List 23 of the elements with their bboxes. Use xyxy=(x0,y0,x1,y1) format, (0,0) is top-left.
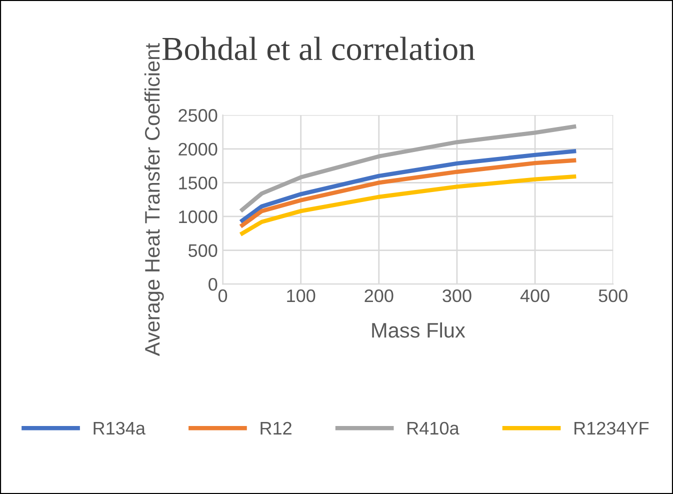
x-tick-label: 400 xyxy=(520,289,550,302)
y-tick-label: 2000 xyxy=(178,142,218,156)
legend-label: R1234YF xyxy=(574,422,649,435)
y-axis-title: Average Heat Transfer Coefficient xyxy=(144,43,164,356)
y-tick-label: 2500 xyxy=(178,109,218,122)
x-tick-label: 500 xyxy=(598,289,628,302)
y-tick-label: 500 xyxy=(188,244,218,257)
y-tick-label: 0 xyxy=(208,278,218,291)
chart-title: Bohdal et al correlation xyxy=(162,36,475,60)
y-tick-label: 1500 xyxy=(179,176,218,190)
y-tick-label: 1000 xyxy=(179,210,218,224)
x-tick-label: 300 xyxy=(442,289,472,302)
x-tick-label: 100 xyxy=(287,289,316,302)
legend-label: R410a xyxy=(408,422,460,435)
line-series xyxy=(240,158,576,228)
x-tick-label: 200 xyxy=(364,289,394,302)
line-series xyxy=(240,174,576,236)
x-axis-title: Mass Flux xyxy=(372,322,466,338)
line-series xyxy=(240,124,576,212)
legend-label: R12 xyxy=(260,422,292,434)
line-series xyxy=(240,149,576,223)
legend-label: R134a xyxy=(94,422,146,435)
x-tick-label: 0 xyxy=(218,289,228,302)
